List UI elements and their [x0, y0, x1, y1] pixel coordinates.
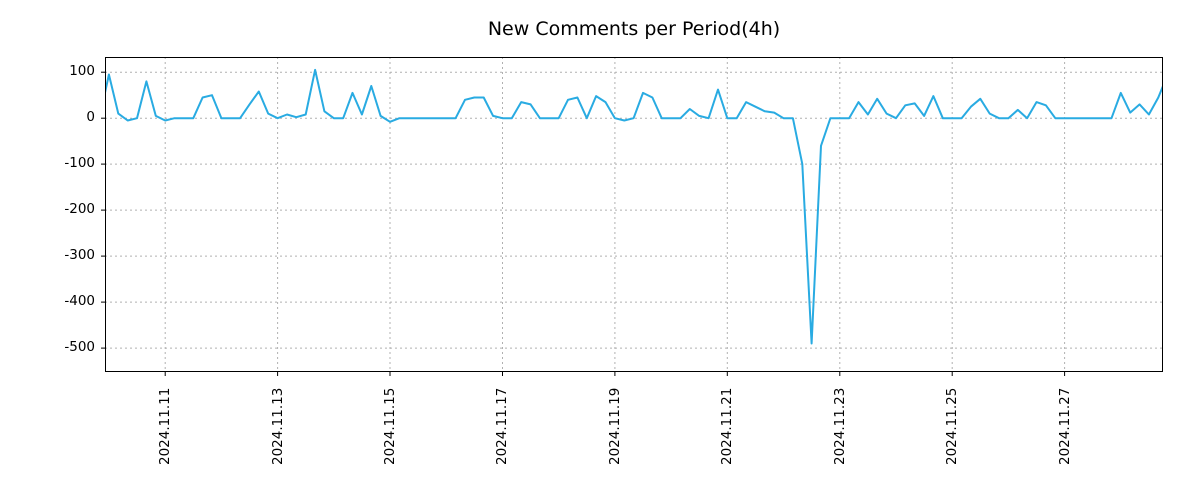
- plot-area: [101, 57, 1163, 376]
- x-tick-label: 2024.11.23: [831, 387, 848, 465]
- y-tick-label: -200: [64, 201, 95, 218]
- x-tick-label: 2024.11.13: [269, 387, 286, 465]
- y-tick-label: 100: [69, 63, 95, 80]
- y-tick-label: -500: [64, 339, 95, 356]
- x-tick-label: 2024.11.17: [494, 387, 511, 465]
- x-tick-label: 2024.11.21: [719, 387, 736, 465]
- x-tick-label: 2024.11.19: [606, 387, 623, 465]
- y-tick-label: -400: [64, 293, 95, 310]
- x-tick-label: 2024.11.15: [382, 387, 399, 465]
- x-tick-label: 2024.11.11: [157, 387, 174, 465]
- x-tick-label: 2024.11.25: [944, 387, 961, 465]
- chart-title: New Comments per Period(4h): [487, 18, 781, 40]
- y-tick-label: -300: [64, 247, 95, 264]
- x-tick-label: 2024.11.27: [1056, 387, 1073, 465]
- data-line: [105, 68, 1163, 345]
- plot-border: [105, 57, 1163, 372]
- y-tick-label: 0: [86, 109, 95, 126]
- y-tick-label: -100: [64, 155, 95, 172]
